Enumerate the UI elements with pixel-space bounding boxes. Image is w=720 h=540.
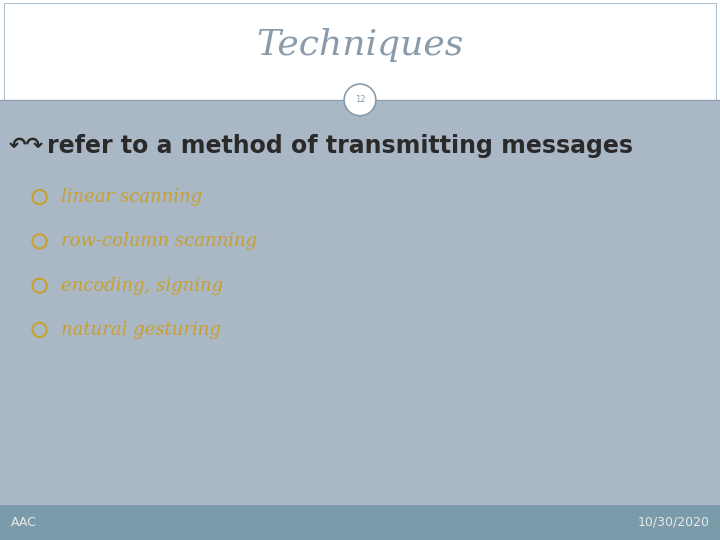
Text: natural gesturing: natural gesturing xyxy=(61,321,221,339)
Ellipse shape xyxy=(344,84,376,116)
Bar xyxy=(0,505,720,540)
Text: encoding, signing: encoding, signing xyxy=(61,276,223,295)
Text: Techniques: Techniques xyxy=(256,28,464,62)
Text: refer to a method of transmitting messages: refer to a method of transmitting messag… xyxy=(47,134,633,158)
Text: ↶↷: ↶↷ xyxy=(9,136,44,156)
Text: row-column scanning: row-column scanning xyxy=(61,232,257,251)
Text: 10/30/2020: 10/30/2020 xyxy=(637,516,709,529)
Bar xyxy=(0,0,720,100)
Text: linear scanning: linear scanning xyxy=(61,188,202,206)
Bar xyxy=(0,100,720,505)
Text: 12: 12 xyxy=(355,96,365,104)
Text: AAC: AAC xyxy=(11,516,37,529)
